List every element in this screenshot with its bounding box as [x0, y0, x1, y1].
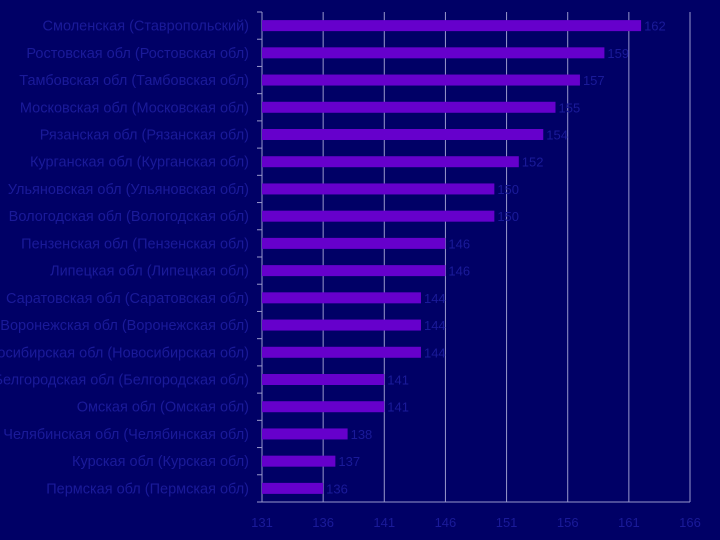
bar: [262, 20, 642, 32]
bar: [262, 129, 544, 140]
bar: [262, 292, 421, 304]
value-label: 144: [424, 345, 446, 360]
value-label: 152: [522, 155, 544, 170]
category-label: Липецкая обл (Липецкая обл): [50, 264, 249, 280]
value-label: 136: [326, 481, 348, 496]
value-label: 154: [546, 128, 568, 143]
x-tick-label: 146: [435, 515, 457, 530]
category-label: Саратовская обл (Саратовская обл): [6, 291, 249, 307]
category-label: Челябинская обл (Челябинская обл): [3, 427, 249, 443]
bar: [262, 428, 348, 440]
bar: [262, 183, 495, 195]
bar: [262, 455, 336, 467]
category-label: Курганская обл (Курганская обл): [30, 155, 249, 171]
value-label: 146: [448, 236, 470, 251]
category-label: Новосибирская обл (Новосибирская обл): [0, 345, 249, 361]
bar: [262, 401, 385, 413]
category-label: Пензенская обл (Пензенская обл): [21, 236, 249, 252]
category-labels: Смоленская (Ставропольский) Ростовская об…: [0, 19, 249, 498]
category-label: Пермская обл (Пермская обл): [46, 481, 249, 497]
category-label: Тамбовская обл (Тамбовская обл): [19, 73, 249, 89]
value-label: 141: [387, 400, 409, 415]
bar: [262, 47, 605, 59]
x-tick-label: 136: [312, 515, 334, 530]
value-label: 138: [351, 427, 373, 442]
category-label: Ульяновская обл (Ульяновская обл): [8, 182, 249, 198]
value-label: 150: [497, 209, 519, 224]
x-tick-label: 156: [557, 515, 579, 530]
bar: [262, 237, 446, 249]
grid-lines: [257, 11, 691, 503]
x-tick-label: 166: [679, 515, 701, 530]
bar: [262, 156, 519, 168]
value-label: 155: [558, 100, 580, 115]
value-label: 144: [424, 291, 446, 306]
x-tick-label: 141: [373, 515, 395, 530]
value-label: 137: [338, 454, 360, 469]
bar: [262, 482, 324, 494]
x-tick-label: 151: [496, 515, 518, 530]
bar: [262, 101, 556, 113]
category-label: Смоленская (Ставропольский): [43, 19, 249, 35]
bar: [262, 210, 495, 222]
category-label: Белгородская обл (Белгородская обл): [0, 373, 249, 389]
value-label: 159: [607, 46, 629, 61]
x-tick-labels: 131 136 141 146 151 156 161 166: [251, 515, 701, 530]
category-label: Омская обл (Омская обл): [77, 400, 249, 416]
value-label: 144: [424, 318, 446, 333]
category-label: Курская обл (Курская обл): [72, 454, 249, 470]
bar: [262, 374, 385, 385]
bar: [262, 74, 580, 86]
x-tick-label: 161: [618, 515, 640, 530]
value-label: 146: [448, 264, 470, 279]
category-label: Московская обл (Московская обл): [20, 100, 249, 116]
bar: [262, 346, 421, 358]
bar: [262, 319, 421, 331]
bars: [262, 20, 642, 494]
bar: [262, 265, 446, 277]
value-label: 150: [497, 182, 519, 197]
value-label: 157: [583, 73, 605, 88]
x-tick-label: 131: [251, 515, 273, 530]
category-label: Рязанская обл (Рязанская обл): [40, 128, 249, 144]
category-label: Вологодская обл (Вологодская обл): [9, 209, 249, 225]
value-label: 141: [387, 373, 409, 388]
value-labels: 1621591571551541521501501461461441441441…: [326, 19, 666, 497]
category-label: Ростовская обл (Ростовская обл): [26, 46, 249, 62]
category-label: Воронежская обл (Воронежская обл): [0, 318, 249, 334]
value-label: 162: [644, 19, 666, 34]
